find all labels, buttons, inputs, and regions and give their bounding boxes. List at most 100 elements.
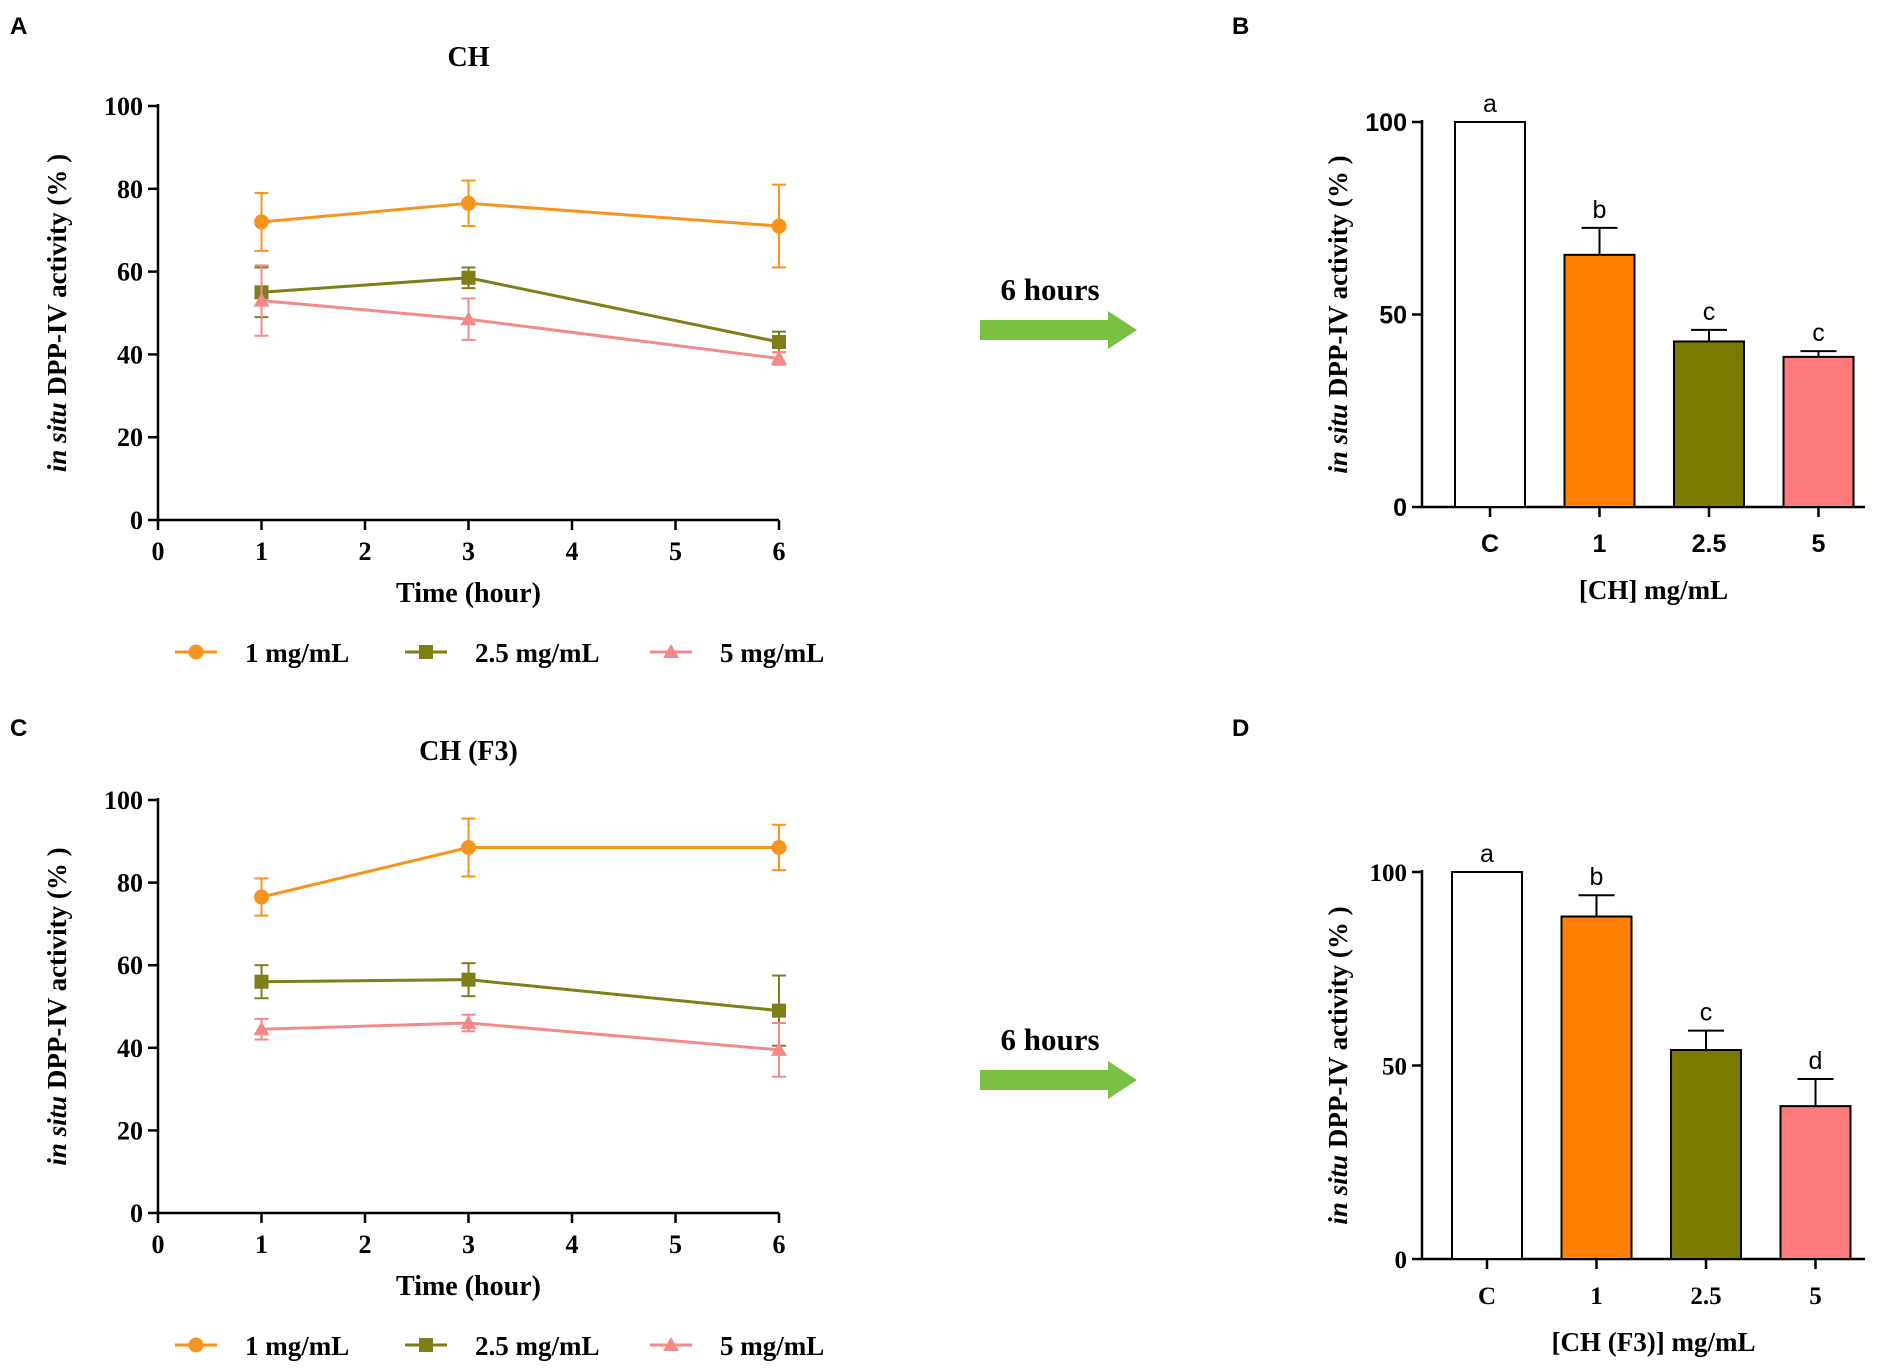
arrow-bottom-label: 6 hours: [1000, 1022, 1099, 1057]
chart-c-legend-marker: [419, 1338, 433, 1352]
chart-a-data-point: [772, 334, 786, 349]
chart-d: 0 50 100 a Cb 1 c 2.5 d 5 [CH (F3)] mg/mL in situ D…: [1323, 840, 1865, 1357]
chart-d-bar: [1451, 871, 1523, 1260]
chart-c-x-tick-label: 0: [152, 1230, 165, 1259]
chart-c-legend-marker: [188, 1337, 204, 1353]
chart-d-significance-letter: c: [1700, 999, 1713, 1027]
chart-b-x-tick-label: 5: [1812, 530, 1826, 558]
arrow-bottom-shape: [980, 1061, 1137, 1099]
chart-a-legend-item: 5 mg/mL: [650, 638, 824, 668]
chart-d-y-axis-title: in situ DPP-IV activity (% ): [1323, 906, 1353, 1224]
chart-a-series-line: [261, 201, 780, 228]
chart-a-y-axis-title-rest: DPP-IV activity (% ): [42, 154, 72, 402]
chart-b-significance-letter: b: [1593, 196, 1607, 224]
chart-b-significance-letter: a: [1483, 90, 1497, 118]
chart-d-x-tick-label: 1: [1590, 1283, 1603, 1310]
chart-d-y-tick-label: 100: [1370, 860, 1408, 887]
chart-c-x-tick-label: 1: [255, 1230, 268, 1259]
chart-c-legend-item: 1 mg/mL: [175, 1331, 349, 1361]
chart-d-y-axis-title-rest: DPP-IV activity (% ): [1323, 906, 1353, 1154]
chart-c-y-tick-label: 20: [117, 1116, 143, 1145]
chart-c-data-point: [772, 1003, 786, 1018]
chart-c-series-2: [253, 1013, 787, 1078]
chart-c-data-point: [254, 974, 269, 989]
chart-b-bar: [1454, 121, 1526, 508]
chart-c-y-axis-title-italic: in situ: [42, 1096, 72, 1166]
chart-a-x-tick-label: 2: [359, 537, 372, 566]
chart-c-y-axis-title: in situ DPP-IV activity (% ): [42, 847, 72, 1165]
chart-a-x-tick-label: 6: [773, 537, 786, 566]
chart-d-bar: [1779, 1105, 1852, 1261]
chart-a-legend-label: 2.5 mg/mL: [475, 638, 600, 668]
chart-c-y-tick-label: 100: [104, 786, 143, 815]
chart-a-x-tick-label: 4: [566, 537, 579, 566]
chart-a-series-line: [261, 299, 780, 361]
chart-b-x-axis-title: [CH] mg/mL: [1579, 575, 1728, 605]
chart-b-y-tick-label: 100: [1365, 109, 1407, 137]
chart-a-series-0: [254, 179, 787, 269]
chart-b-y-tick-label: 50: [1379, 302, 1407, 330]
chart-c-legend-label: 5 mg/mL: [720, 1331, 824, 1361]
chart-c-x-tick-label: 4: [566, 1230, 579, 1259]
chart-d-x-tick-label: C: [1478, 1283, 1496, 1310]
chart-a-data-point: [771, 350, 787, 365]
chart-a-series-line: [261, 276, 780, 344]
chart-a-legend-marker: [663, 644, 679, 658]
chart-a-x-tick-label: 5: [669, 537, 682, 566]
chart-a-x-axis-title: Time (hour): [396, 578, 541, 609]
chart-c-legend-label: 2.5 mg/mL: [475, 1331, 600, 1361]
chart-b-y-axis-title-italic: in situ: [1323, 404, 1353, 474]
chart-a-legend-marker: [419, 645, 433, 659]
chart-c-legend-label: 1 mg/mL: [245, 1331, 349, 1361]
chart-c-data-point: [771, 1041, 787, 1056]
chart-c-data-point: [253, 1021, 270, 1036]
chart-c-y-axis-title-rest: DPP-IV activity (% ): [42, 847, 72, 1095]
chart-a-data-point: [253, 292, 270, 307]
chart-a-y-tick-label: 100: [104, 92, 143, 121]
chart-c-y-tick-label: 40: [117, 1034, 143, 1063]
chart-a-y-tick-label: 40: [117, 340, 143, 369]
chart-d-significance-letter: a: [1480, 840, 1494, 868]
chart-a-x-tick-label: 0: [152, 537, 165, 566]
chart-c-y-tick-label: 0: [130, 1199, 143, 1228]
chart-c-legend: 1 mg/mL 2.5 mg/mL 5 mg/mL: [175, 1331, 824, 1361]
chart-b-significance-letter: c: [1812, 319, 1825, 347]
chart-a-legend-label: 1 mg/mL: [245, 638, 349, 668]
arrow-top: 6 hours: [980, 272, 1137, 349]
chart-b: 0 50 100 a Cb 1 c 2.5 c 5 [CH] mg/mL in situ DPP-IV…: [1323, 90, 1865, 605]
chart-c-data-point: [460, 1015, 477, 1030]
chart-d-bar: [1670, 1049, 1742, 1261]
chart-d-x-tick-label: 5: [1809, 1283, 1822, 1310]
chart-a-data-point: [460, 311, 477, 326]
chart-c-series-line: [261, 845, 779, 899]
chart-b-y-axis-title-rest: DPP-IV activity (% ): [1323, 155, 1353, 403]
arrow-top-shape: [980, 311, 1137, 349]
chart-a-y-tick-label: 0: [130, 506, 143, 535]
chart-c-legend-item: 5 mg/mL: [650, 1331, 824, 1361]
chart-a-y-axis-title: in situ DPP-IV activity (% ): [42, 154, 72, 472]
chart-c-x-tick-label: 6: [773, 1230, 786, 1259]
panel-letter-b: B: [1232, 13, 1249, 40]
chart-c-x-tick-label: 2: [359, 1230, 372, 1259]
chart-a-series-2: [253, 264, 787, 366]
chart-a-legend-marker: [188, 644, 204, 660]
chart-a-data-point: [461, 270, 476, 285]
chart-a-legend-item: 1 mg/mL: [175, 638, 349, 668]
chart-c-x-tick-label: 5: [669, 1230, 682, 1259]
chart-c-series-line: [261, 1021, 780, 1052]
chart-b-x-tick-label: 1: [1593, 530, 1607, 558]
chart-c-data-point: [771, 839, 787, 855]
chart-a-data-point: [771, 218, 787, 234]
chart-d-significance-letter: d: [1809, 1047, 1823, 1075]
chart-c-series-0: [254, 817, 787, 917]
chart-d-x-tick-label: 2.5: [1690, 1283, 1721, 1310]
chart-b-y-axis-title: in situ DPP-IV activity (% ): [1323, 155, 1353, 473]
chart-b-bar: [1673, 340, 1745, 509]
chart-a-legend: 1 mg/mL 2.5 mg/mL 5 mg/mL: [175, 638, 824, 668]
chart-d-y-tick-label: 50: [1382, 1054, 1407, 1081]
chart-a-y-tick-label: 20: [117, 423, 143, 452]
chart-b-y-tick-label: 0: [1393, 494, 1407, 522]
chart-a-legend-item: 2.5 mg/mL: [405, 638, 600, 668]
